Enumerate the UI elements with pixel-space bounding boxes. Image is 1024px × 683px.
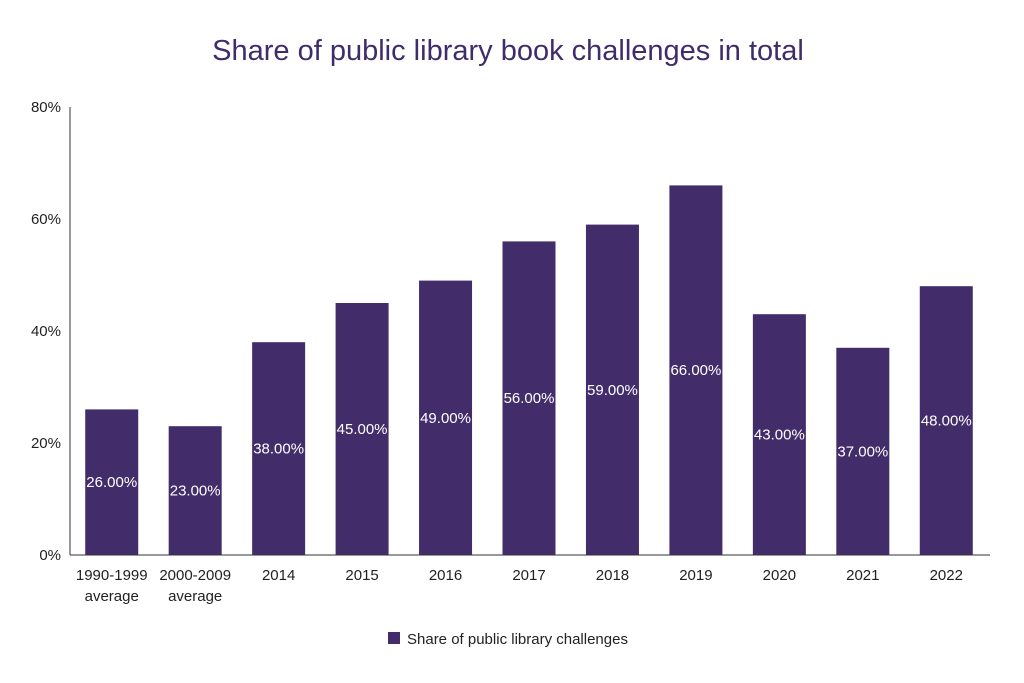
bar bbox=[252, 342, 306, 555]
x-tick-label: 2014 bbox=[262, 567, 295, 584]
legend-label: Share of public library challenges bbox=[407, 631, 628, 648]
x-tick-label: 2022 bbox=[930, 567, 963, 584]
bar bbox=[502, 241, 556, 555]
bar bbox=[669, 185, 723, 555]
bar bbox=[335, 303, 389, 555]
y-tick-label: 0% bbox=[39, 547, 61, 564]
bar bbox=[85, 409, 139, 555]
x-tick-label: 2021 bbox=[846, 567, 879, 584]
data-label: 48.00% bbox=[921, 413, 972, 430]
data-label: 56.00% bbox=[504, 390, 555, 407]
x-tick-label-line: average bbox=[85, 588, 139, 605]
y-tick-label: 20% bbox=[31, 435, 61, 452]
data-label: 45.00% bbox=[337, 421, 388, 438]
x-axis: 1990-1999 average 2000-2009 average 2014 2015… bbox=[70, 554, 990, 605]
y-axis: 0% 20% 40% 60% 80% bbox=[31, 99, 71, 564]
x-tick-label-line: 2019 bbox=[679, 567, 712, 584]
data-label: 37.00% bbox=[837, 443, 888, 460]
x-tick-label-line: 2021 bbox=[846, 567, 879, 584]
y-tick-label: 40% bbox=[31, 323, 61, 340]
bar bbox=[919, 286, 973, 555]
data-label: 66.00% bbox=[670, 362, 721, 379]
x-tick-label-line: 2020 bbox=[763, 567, 796, 584]
chart-title: Share of public library book challenges … bbox=[212, 35, 804, 67]
x-tick-label-line: average bbox=[168, 588, 222, 605]
x-tick-label-line: 1990-1999 bbox=[76, 567, 148, 584]
bar bbox=[585, 224, 639, 555]
bar bbox=[419, 280, 473, 555]
x-tick-label: 2000-2009 average bbox=[159, 567, 231, 605]
bars: 26.00% 23.00% 38.00% 45.00% 49.00% 56.00% 59.0… bbox=[85, 185, 973, 555]
bar bbox=[836, 347, 890, 555]
data-label: 38.00% bbox=[253, 441, 304, 458]
x-tick-label: 2019 bbox=[679, 567, 712, 584]
x-tick-label-line: 2000-2009 bbox=[159, 567, 231, 584]
data-label: 43.00% bbox=[754, 427, 805, 444]
legend-swatch bbox=[388, 632, 400, 644]
x-tick-label: 2015 bbox=[345, 567, 378, 584]
y-tick-label: 80% bbox=[31, 99, 61, 116]
bar bbox=[752, 314, 806, 555]
data-label: 59.00% bbox=[587, 382, 638, 399]
x-tick-label-line: 2016 bbox=[429, 567, 462, 584]
data-label: 23.00% bbox=[170, 483, 221, 500]
bar bbox=[168, 426, 222, 555]
data-label: 26.00% bbox=[86, 474, 137, 491]
x-tick-label-line: 2022 bbox=[930, 567, 963, 584]
x-tick-label-line: 2017 bbox=[512, 567, 545, 584]
x-tick-label: 2020 bbox=[763, 567, 796, 584]
x-tick-label: 2017 bbox=[512, 567, 545, 584]
x-tick-label-line: 2014 bbox=[262, 567, 295, 584]
x-tick-label: 2018 bbox=[596, 567, 629, 584]
y-tick-label: 60% bbox=[31, 211, 61, 228]
x-tick-label-line: 2018 bbox=[596, 567, 629, 584]
data-label: 49.00% bbox=[420, 410, 471, 427]
legend: Share of public library challenges bbox=[388, 631, 628, 648]
x-tick-label-line: 2015 bbox=[345, 567, 378, 584]
x-tick-label: 2016 bbox=[429, 567, 462, 584]
x-tick-label: 1990-1999 average bbox=[76, 567, 148, 605]
